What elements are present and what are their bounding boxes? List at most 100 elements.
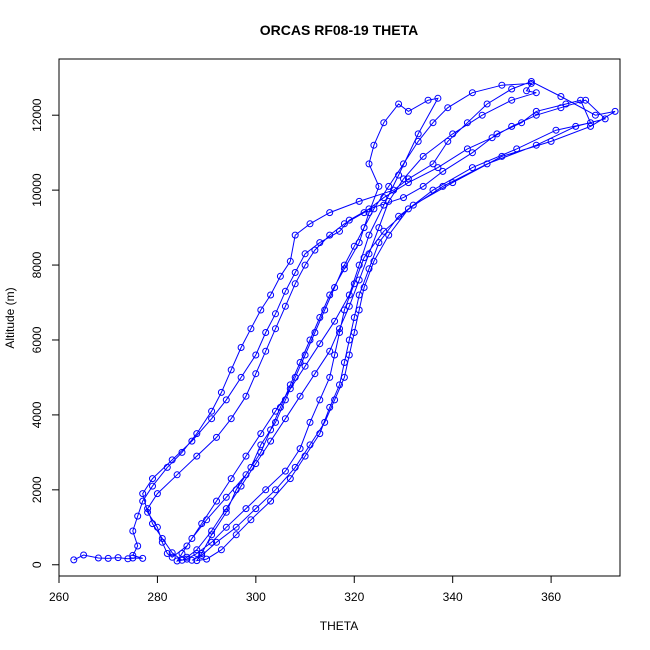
data-point [532,141,540,149]
data-point [321,306,329,314]
data-point [198,520,206,528]
y-tick-label: 4000 [30,401,44,428]
data-point [301,452,309,460]
data-point [360,209,368,217]
data-point [301,261,309,269]
data-point [262,329,270,336]
data-point [350,314,358,321]
data-point [345,291,353,299]
data-point [311,329,319,336]
data-point [193,546,201,554]
data-point [158,535,166,542]
data-point [193,430,201,438]
data-point [252,460,260,468]
data-point [208,415,216,423]
data-point [508,96,516,104]
data-point [493,130,501,138]
data-point [478,111,486,119]
series-layer [70,78,619,565]
data-point [463,119,471,127]
data-point [345,216,353,224]
data-point [385,231,393,239]
data-point [311,370,319,378]
data-point [257,448,265,456]
data-point [291,373,299,381]
data-point [306,441,314,449]
data-point [237,482,245,490]
data-point [326,403,334,411]
data-point [395,100,403,108]
y-tick-label: 10000 [30,173,44,207]
data-point [247,325,255,333]
data-point [404,179,412,187]
data-point [296,445,304,453]
data-point [360,254,368,262]
data-point [306,220,314,228]
data-point [316,340,324,348]
data-point [508,122,516,130]
data-point [257,430,265,438]
data-point [390,186,398,194]
data-point [326,373,334,381]
data-point [326,347,334,355]
data-point [242,452,250,460]
data-point [532,107,540,115]
y-tick-label: 0 [30,561,44,568]
data-point [518,119,526,127]
data-point [252,505,260,513]
data-point [326,231,334,239]
data-point [365,209,373,217]
data-point [557,104,565,112]
data-point [380,194,388,202]
data-point [242,392,250,400]
data-point [222,396,230,404]
y-tick-label: 2000 [30,476,44,503]
data-point [424,96,432,104]
data-point [272,407,279,415]
data-point [272,418,279,426]
data-point [296,359,304,366]
data-point [449,179,457,187]
data-point [306,418,314,426]
data-point [227,475,235,483]
data-point [272,325,279,333]
data-point [468,149,476,157]
chart-title: ORCAS RF08-19 THETA [260,22,418,38]
data-point [70,556,78,564]
data-point [129,527,137,535]
data-point [252,370,260,378]
data-point [414,137,422,145]
data-point [355,239,363,247]
data-point [222,508,230,516]
data-point [168,456,176,464]
data-point [311,246,319,254]
x-tick-label: 300 [246,590,266,604]
data-point [321,418,329,426]
data-point [409,201,417,209]
data-point [336,381,343,389]
data-point [213,538,220,546]
data-point [400,160,407,168]
data-point [395,171,403,179]
data-point [114,554,122,562]
data-point [572,122,580,130]
data-point [208,531,216,539]
data-point [242,505,250,513]
data-point [173,471,181,479]
x-tick-label: 340 [443,590,463,604]
data-point [203,555,211,563]
data-point [144,508,152,516]
data-point [365,231,373,239]
data-point [483,160,491,168]
data-point [400,194,407,202]
data-point [163,550,171,557]
data-point [587,119,594,127]
data-point [286,257,294,265]
data-point [498,81,506,89]
data-point [404,175,412,183]
data-point [222,523,230,531]
data-point [375,239,383,247]
data-point [286,381,294,389]
data-point [385,182,393,190]
data-point [267,426,275,434]
